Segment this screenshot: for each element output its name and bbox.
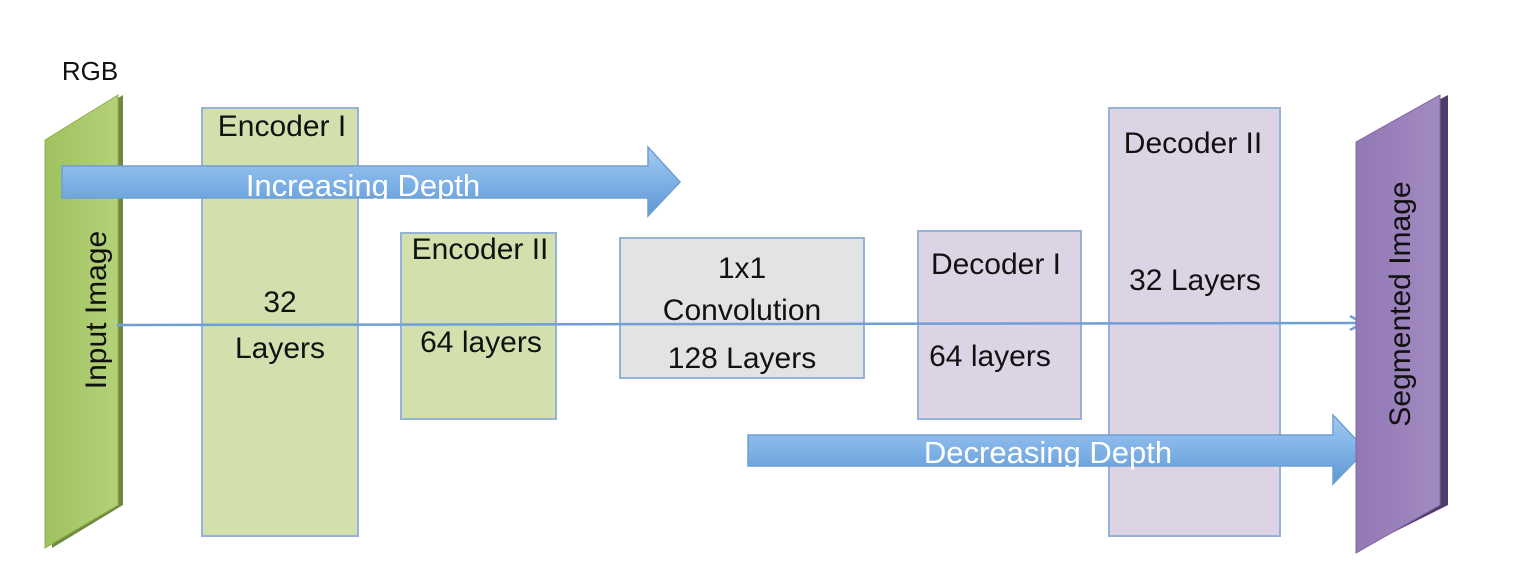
encoder-1-title: Encoder I <box>218 110 346 143</box>
input-image-label: Input Image <box>80 231 113 389</box>
increasing-depth-arrow: Increasing Depth <box>61 145 682 218</box>
encoder-2-block: Encoder II 64 layers <box>400 232 557 420</box>
decreasing-depth-label: Decreasing Depth <box>924 435 1172 470</box>
decreasing-depth-arrow: Decreasing Depth <box>747 413 1368 486</box>
convolution-size: 1x1 <box>718 252 766 285</box>
encoder-2-title: Encoder II <box>412 233 549 266</box>
convolution-layers: 128 Layers <box>668 342 816 375</box>
decoder-1-block: Decoder I 64 layers <box>917 230 1082 420</box>
convolution-block: 1x1 Convolution 128 Layers <box>619 237 865 379</box>
input-image-panel: Input Image <box>44 94 123 549</box>
decoder-1-title: Decoder I <box>931 248 1061 281</box>
encoder-1-layers-count: 32 <box>263 286 296 319</box>
increasing-depth-label: Increasing Depth <box>246 168 480 203</box>
segmented-image-panel: Segmented Image <box>1355 94 1448 554</box>
encoder-2-layers: 64 layers <box>420 326 542 359</box>
segmented-image-label: Segmented Image <box>1384 181 1417 426</box>
encoder-1-layers-unit: Layers <box>235 332 325 365</box>
convolution-title: Convolution <box>663 294 821 327</box>
decoder-1-layers: 64 layers <box>929 340 1051 373</box>
decoder-2-layers: 32 Layers <box>1129 264 1261 297</box>
rgb-label: RGB <box>62 56 118 86</box>
decoder-2-title: Decoder II <box>1124 127 1262 160</box>
